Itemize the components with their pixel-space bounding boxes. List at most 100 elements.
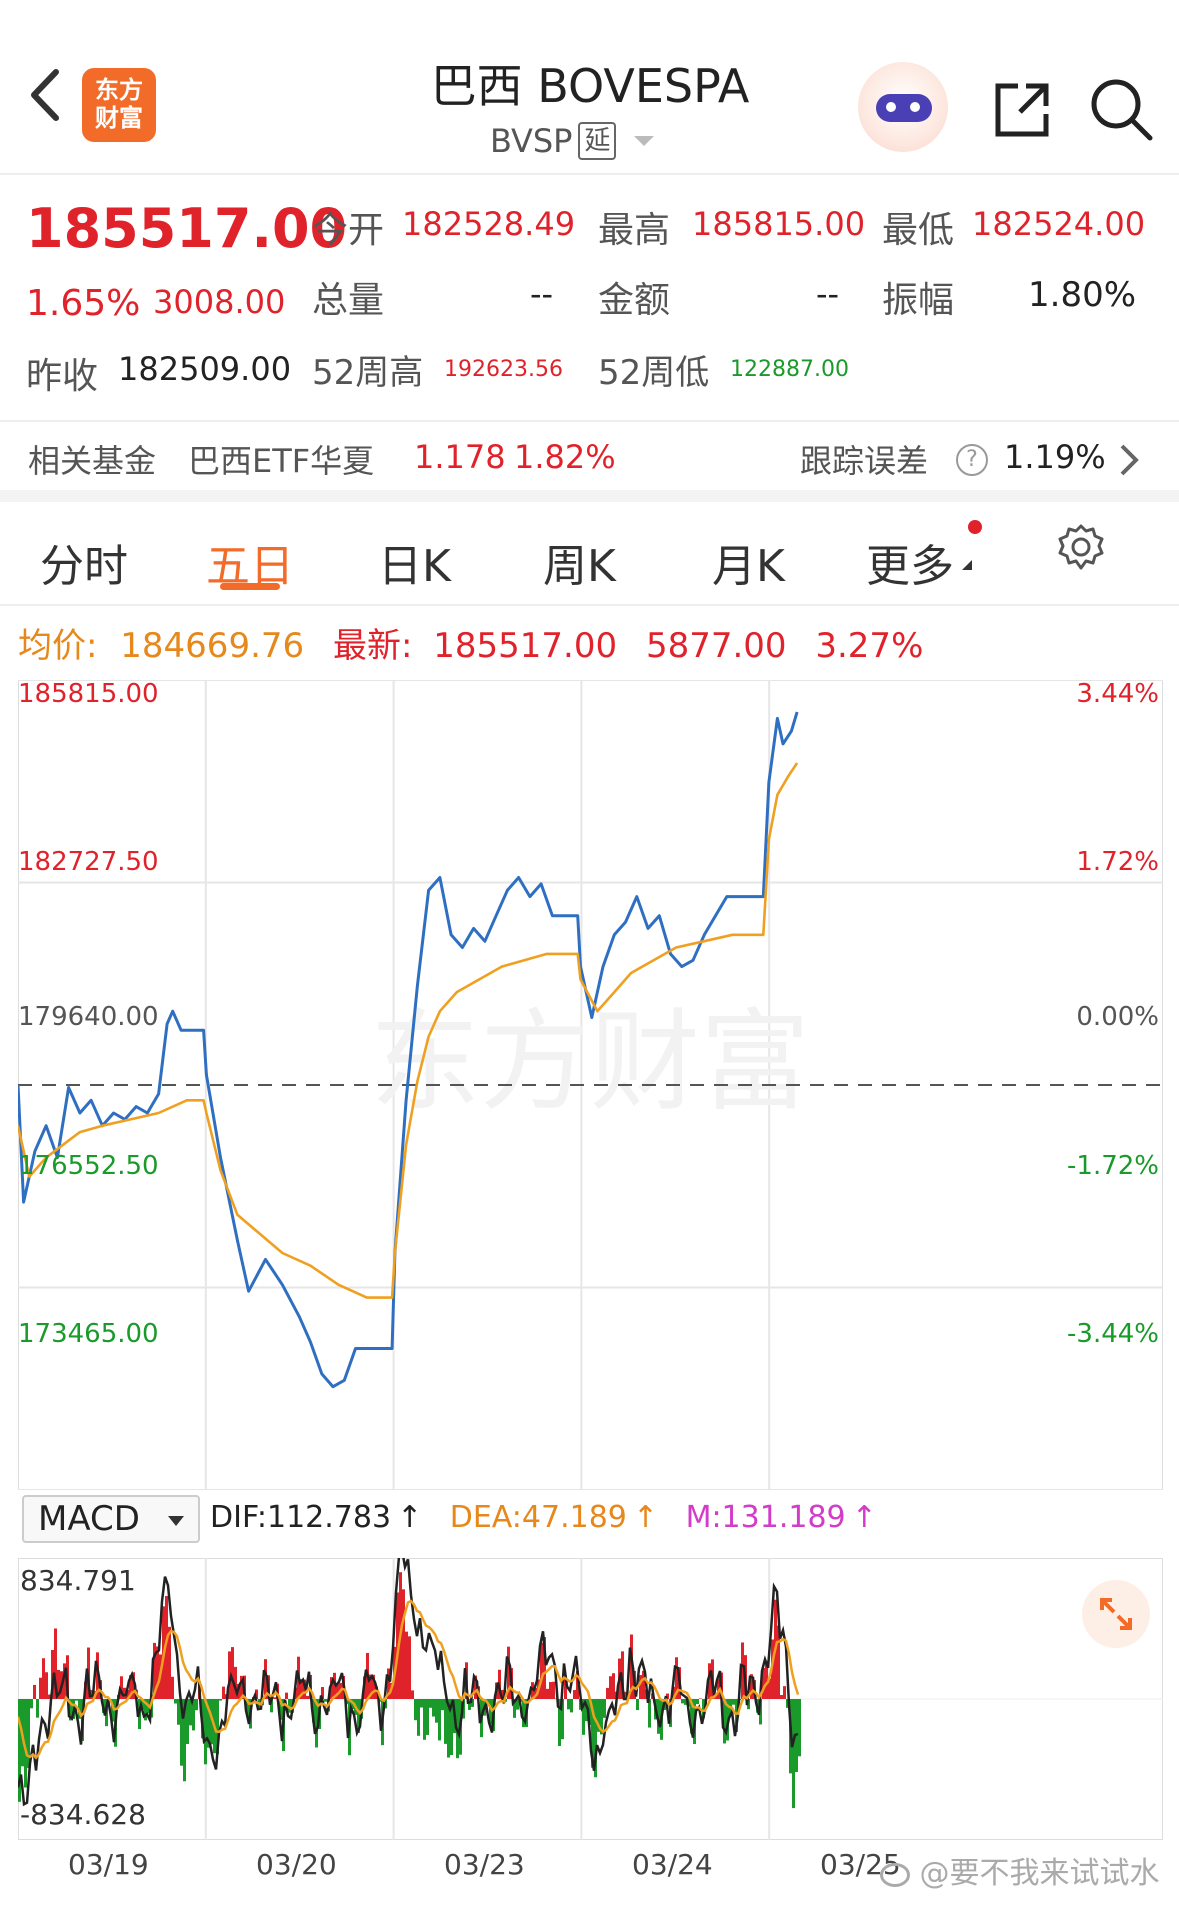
- macd-bar: [714, 1695, 717, 1699]
- macd-bar: [624, 1691, 627, 1699]
- macd-bar: [18, 1699, 21, 1802]
- macd-bar: [156, 1646, 159, 1699]
- tracking-error-label: 跟踪误差: [800, 442, 929, 480]
- chevron-right-icon[interactable]: [1118, 442, 1140, 478]
- y-axis-right: 3.44% 1.72% 0.00% -1.72% -3.44%: [1067, 680, 1159, 1349]
- assistant-robot-icon[interactable]: [858, 62, 948, 152]
- macd-bar: [741, 1642, 744, 1699]
- expand-icon[interactable]: [1082, 1580, 1150, 1648]
- macd-bar: [315, 1699, 318, 1748]
- more-triangle-icon: [962, 560, 972, 570]
- macd-bar: [666, 1693, 669, 1699]
- macd-bar: [144, 1699, 147, 1721]
- amount-value: --: [816, 275, 840, 313]
- logo-text-line2: 财富: [95, 104, 143, 132]
- y-left-tick-label: 179640.00: [18, 1002, 159, 1032]
- macd-bar: [195, 1699, 198, 1711]
- macd-bar: [216, 1699, 219, 1755]
- macd-bar: [639, 1675, 642, 1699]
- amplitude-value: 1.80%: [1028, 275, 1137, 315]
- macd-bar: [471, 1699, 474, 1707]
- macd-bar: [39, 1677, 42, 1699]
- macd-bar: [534, 1687, 537, 1699]
- macd-bar: [531, 1682, 534, 1699]
- macd-bar: [285, 1692, 288, 1699]
- macd-bar: [672, 1686, 675, 1699]
- related-fund-row[interactable]: 相关基金 巴西ETF华夏 1.178 1.82% 跟踪误差 ? 1.19%: [0, 420, 1179, 502]
- five-day-price-chart[interactable]: 东方财富 185815.00 182727.50 179640.00 176552.5…: [18, 680, 1163, 1490]
- latest-label: 最新:: [332, 626, 413, 666]
- macd-bar: [333, 1672, 336, 1699]
- macd-chart[interactable]: 834.791 -834.628: [18, 1558, 1163, 1840]
- macd-bar: [324, 1699, 327, 1702]
- back-icon[interactable]: [22, 60, 72, 130]
- macd-bar: [762, 1668, 765, 1699]
- high-label: 最高: [598, 210, 671, 251]
- help-icon[interactable]: ?: [956, 444, 988, 476]
- share-icon[interactable]: [990, 78, 1054, 142]
- macd-bar: [609, 1676, 612, 1699]
- macd-bar: [405, 1631, 408, 1699]
- macd-bar: [798, 1699, 801, 1757]
- dropdown-triangle-icon: [634, 136, 655, 146]
- macd-bar: [549, 1682, 552, 1699]
- macd-bar: [48, 1694, 51, 1699]
- x-tick-label: 03/24: [632, 1848, 713, 1881]
- gear-icon[interactable]: [1056, 522, 1106, 572]
- macd-bar: [372, 1674, 375, 1699]
- macd-bar: [690, 1699, 693, 1734]
- macd-bar: [186, 1699, 189, 1744]
- tab-weekly-k[interactable]: 周K: [543, 541, 616, 592]
- dea-value: DEA:47.189: [449, 1500, 627, 1535]
- macd-bar: [786, 1699, 789, 1708]
- macd-bar: [45, 1672, 48, 1699]
- quote-panel: 185517.00 1.65% 3008.00 昨收 182509.00 今开 …: [0, 175, 1179, 420]
- macd-bar: [777, 1625, 780, 1699]
- macd-bar: [441, 1699, 444, 1711]
- macd-bar: [120, 1676, 123, 1699]
- macd-bar: [321, 1687, 324, 1699]
- tab-monthly-k[interactable]: 月K: [712, 541, 785, 592]
- macd-bar: [288, 1699, 291, 1713]
- macd-bar: [558, 1699, 561, 1746]
- macd-bar: [543, 1637, 546, 1699]
- macd-bar: [51, 1649, 54, 1699]
- macd-bar: [783, 1686, 786, 1699]
- macd-bar: [522, 1699, 525, 1728]
- macd-bar: [597, 1699, 600, 1732]
- macd-bar: [576, 1670, 579, 1699]
- macd-bar: [573, 1690, 576, 1699]
- y-left-tick-label: 173465.00: [18, 1319, 159, 1349]
- tab-intraday[interactable]: 分时: [40, 541, 128, 592]
- search-icon[interactable]: [1088, 76, 1154, 142]
- amount-label: 金额: [598, 280, 671, 321]
- code-row[interactable]: BVSP 延: [490, 118, 655, 164]
- macd-bar: [270, 1699, 273, 1713]
- change-value: 3008.00: [153, 283, 286, 321]
- macd-bar: [636, 1699, 639, 1711]
- macd-bar: [546, 1688, 549, 1699]
- macd-bar: [30, 1699, 33, 1709]
- chart-watermark: 东方财富: [370, 998, 810, 1126]
- macd-bar: [153, 1642, 156, 1699]
- macd-bar: [468, 1699, 471, 1710]
- tab-more[interactable]: 更多: [866, 541, 954, 592]
- macd-bar: [165, 1596, 168, 1699]
- x-tick-label: 03/19: [68, 1848, 149, 1881]
- macd-bar: [57, 1669, 60, 1699]
- latest-change-pct: 3.27%: [815, 626, 924, 666]
- macd-bar: [450, 1699, 453, 1756]
- macd-bar: [330, 1677, 333, 1699]
- macd-bar: [426, 1699, 429, 1735]
- y-left-tick-label: 185815.00: [18, 680, 159, 709]
- macd-bar: [219, 1699, 222, 1701]
- macd-bar: [723, 1699, 726, 1744]
- macd-bar: [438, 1699, 441, 1741]
- latest-change-value: 5877.00: [645, 626, 787, 666]
- macd-bar: [474, 1675, 477, 1699]
- indicator-selector[interactable]: MACD: [22, 1495, 200, 1543]
- macd-bar: [444, 1699, 447, 1744]
- weibo-handle: @要不我来试试水: [919, 1856, 1160, 1891]
- macd-bar: [603, 1699, 606, 1718]
- tab-daily-k[interactable]: 日K: [378, 541, 451, 592]
